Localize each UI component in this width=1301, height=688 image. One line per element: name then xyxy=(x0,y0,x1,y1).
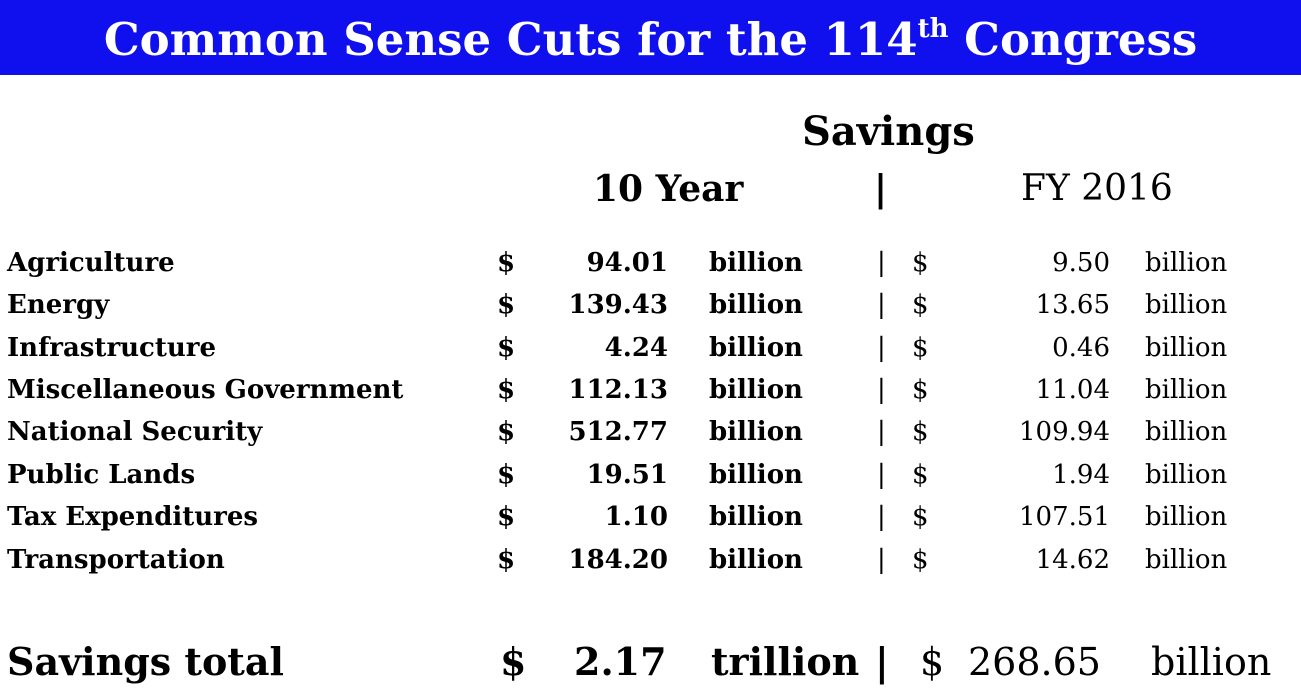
table-row: Transportation $ 184.20 billion | $ 14.6… xyxy=(0,539,1301,581)
row-currency-10yr: $ xyxy=(497,333,516,363)
row-value-fy: 1.94 xyxy=(1052,460,1110,490)
row-value-10yr: 4.24 xyxy=(604,333,668,363)
row-value-10yr: 94.01 xyxy=(586,248,668,278)
total-currency-10yr: $ xyxy=(500,639,527,684)
row-unit-fy: billion xyxy=(1145,417,1228,447)
row-currency-10yr: $ xyxy=(497,545,516,575)
row-value-fy: 0.46 xyxy=(1052,333,1110,363)
table-row: National Security $ 512.77 billion | $ 1… xyxy=(0,411,1301,453)
row-separator: | xyxy=(877,502,886,532)
title-prefix: Common Sense Cuts for the 114 xyxy=(103,13,918,66)
row-unit-10yr: billion xyxy=(709,375,803,405)
table-row: Energy $ 139.43 billion | $ 13.65 billio… xyxy=(0,284,1301,326)
row-value-fy: 11.04 xyxy=(1035,375,1110,405)
row-currency-fy: $ xyxy=(912,545,929,575)
row-unit-10yr: billion xyxy=(709,502,803,532)
row-category: Agriculture xyxy=(7,248,175,278)
total-label: Savings total xyxy=(7,639,284,684)
savings-total-row: Savings total $ 2.17 trillion | $ 268.65… xyxy=(0,636,1301,688)
row-unit-10yr: billion xyxy=(709,460,803,490)
row-value-10yr: 512.77 xyxy=(568,417,668,447)
row-value-fy: 109.94 xyxy=(1019,417,1110,447)
total-unit-fy: billion xyxy=(1151,640,1272,684)
row-currency-10yr: $ xyxy=(497,460,516,490)
row-currency-fy: $ xyxy=(912,248,929,278)
row-separator: | xyxy=(877,417,886,447)
row-currency-10yr: $ xyxy=(497,502,516,532)
total-unit-10yr: trillion xyxy=(711,639,860,684)
row-unit-fy: billion xyxy=(1145,502,1228,532)
row-category: Transportation xyxy=(7,545,225,575)
row-category: Energy xyxy=(7,290,110,320)
column-header-fy-2016: FY 2016 xyxy=(1021,168,1173,209)
row-unit-10yr: billion xyxy=(709,290,803,320)
row-separator: | xyxy=(877,375,886,405)
row-unit-10yr: billion xyxy=(709,545,803,575)
row-unit-fy: billion xyxy=(1145,460,1228,490)
table-row: Agriculture $ 94.01 billion | $ 9.50 bil… xyxy=(0,242,1301,284)
row-category: Miscellaneous Government xyxy=(7,375,404,405)
row-currency-fy: $ xyxy=(912,460,929,490)
total-separator: | xyxy=(875,639,889,684)
table-row: Miscellaneous Government $ 112.13 billio… xyxy=(0,369,1301,411)
row-separator: | xyxy=(877,290,886,320)
table-row: Tax Expenditures $ 1.10 billion | $ 107.… xyxy=(0,496,1301,538)
title-superscript: th xyxy=(917,14,949,44)
table-row: Public Lands $ 19.51 billion | $ 1.94 bi… xyxy=(0,454,1301,496)
total-currency-fy: $ xyxy=(920,640,945,684)
total-value-fy: 268.65 xyxy=(968,640,1101,684)
row-category: Infrastructure xyxy=(7,333,217,363)
row-unit-10yr: billion xyxy=(709,248,803,278)
row-value-fy: 14.62 xyxy=(1035,545,1110,575)
row-unit-fy: billion xyxy=(1145,248,1228,278)
row-currency-fy: $ xyxy=(912,333,929,363)
row-currency-10yr: $ xyxy=(497,417,516,447)
row-unit-10yr: billion xyxy=(709,417,803,447)
column-header-separator: | xyxy=(874,168,888,210)
column-header-10-year: 10 Year xyxy=(593,168,744,210)
row-separator: | xyxy=(877,248,886,278)
row-category: Tax Expenditures xyxy=(7,502,259,532)
row-unit-10yr: billion xyxy=(709,333,803,363)
row-currency-fy: $ xyxy=(912,502,929,532)
row-currency-fy: $ xyxy=(912,417,929,447)
title-banner: Common Sense Cuts for the 114th Congress xyxy=(0,0,1301,75)
row-unit-fy: billion xyxy=(1145,375,1228,405)
row-currency-fy: $ xyxy=(912,375,929,405)
total-value-10yr: 2.17 xyxy=(574,639,667,684)
row-value-10yr: 139.43 xyxy=(568,290,668,320)
row-unit-fy: billion xyxy=(1145,333,1228,363)
table-row: Infrastructure $ 4.24 billion | $ 0.46 b… xyxy=(0,327,1301,369)
row-currency-fy: $ xyxy=(912,290,929,320)
row-value-fy: 107.51 xyxy=(1019,502,1110,532)
savings-heading: Savings xyxy=(802,108,975,155)
row-value-10yr: 112.13 xyxy=(568,375,668,405)
row-unit-fy: billion xyxy=(1145,290,1228,320)
row-value-10yr: 1.10 xyxy=(604,502,668,532)
row-value-fy: 13.65 xyxy=(1035,290,1110,320)
row-category: Public Lands xyxy=(7,460,196,490)
row-separator: | xyxy=(877,460,886,490)
row-currency-10yr: $ xyxy=(497,290,516,320)
row-separator: | xyxy=(877,333,886,363)
row-currency-10yr: $ xyxy=(497,248,516,278)
row-currency-10yr: $ xyxy=(497,375,516,405)
row-category: National Security xyxy=(7,417,263,447)
row-value-10yr: 19.51 xyxy=(586,460,668,490)
row-separator: | xyxy=(877,545,886,575)
row-unit-fy: billion xyxy=(1145,545,1228,575)
row-value-10yr: 184.20 xyxy=(568,545,668,575)
title-suffix: Congress xyxy=(948,13,1198,66)
row-value-fy: 9.50 xyxy=(1052,248,1110,278)
